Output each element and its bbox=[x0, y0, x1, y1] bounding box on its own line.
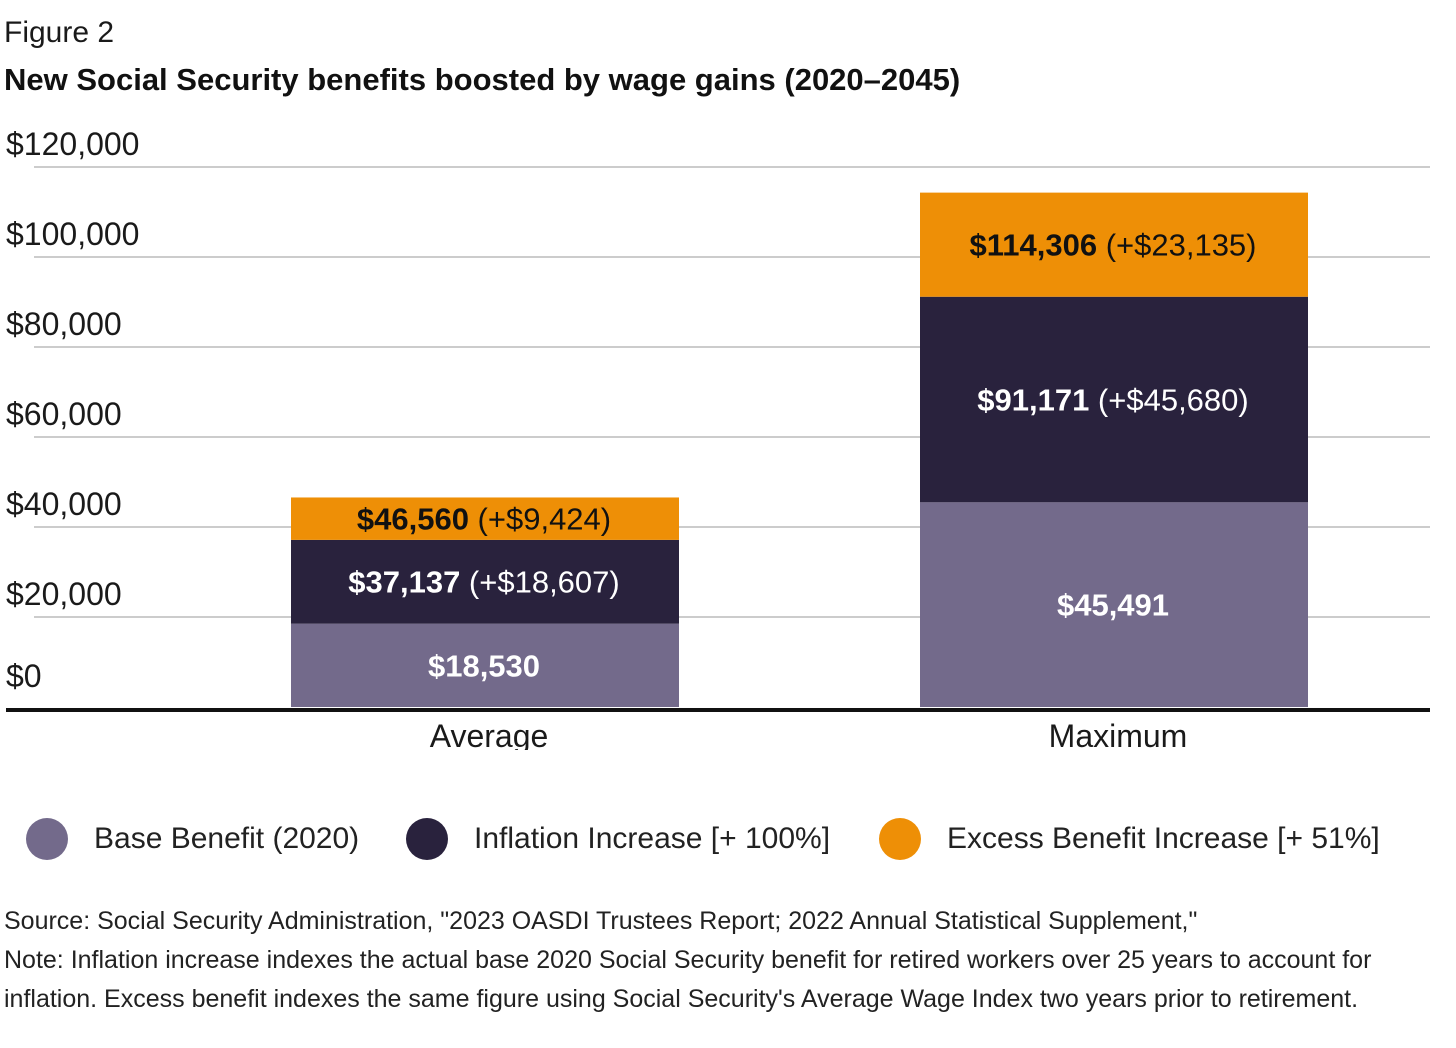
legend-label-inflation-increase: Inflation Increase [+ 100%] bbox=[474, 822, 831, 855]
bar-segment bbox=[291, 539, 679, 624]
data-label-total: $18,530 bbox=[428, 648, 540, 683]
data-labels: $18,530 $37,137 (+$18,607) $46,560 (+$9,42… bbox=[348, 228, 1256, 684]
bar-segment bbox=[291, 497, 679, 540]
stacked-bar-chart: $0 $20,000 $40,000 $60,000 $80,000 $100,000 $1… bbox=[6, 126, 1430, 750]
x-tick-label: Maximum bbox=[1049, 718, 1188, 750]
data-label-increment: (+$23,135) bbox=[1097, 228, 1256, 263]
data-label: $91,171 (+$45,680) bbox=[977, 383, 1248, 418]
data-label-increment: (+$45,680) bbox=[1089, 383, 1248, 418]
legend-swatch-base-benefit bbox=[26, 818, 68, 860]
data-label-increment: (+$9,424) bbox=[469, 502, 611, 537]
y-tick-label: $60,000 bbox=[6, 396, 122, 432]
bar-segment bbox=[920, 296, 1308, 503]
legend-label-excess-benefit-increase: Excess Benefit Increase [+ 51%] bbox=[947, 822, 1380, 855]
figure-label: Figure 2 bbox=[4, 16, 115, 49]
y-tick-label: $80,000 bbox=[6, 306, 122, 342]
legend-item-excess-benefit-increase: Excess Benefit Increase [+ 51%] bbox=[879, 818, 1380, 860]
note-text: Note: Inflation increase indexes the act… bbox=[4, 946, 1372, 1013]
legend: Base Benefit (2020) Inflation Increase [… bbox=[26, 818, 1446, 868]
data-label-total: $37,137 bbox=[348, 565, 460, 600]
legend-item-base-benefit: Base Benefit (2020) bbox=[26, 818, 359, 860]
data-label-total: $114,306 bbox=[969, 228, 1097, 263]
y-tick-label: $120,000 bbox=[6, 126, 139, 162]
y-tick-label: $0 bbox=[6, 658, 42, 694]
legend-label-base-benefit: Base Benefit (2020) bbox=[94, 822, 360, 855]
data-label-total: $46,560 bbox=[357, 502, 469, 537]
data-label: $37,137 (+$18,607) bbox=[348, 565, 619, 600]
data-label-increment: (+$18,607) bbox=[460, 565, 619, 600]
data-label: $18,530 bbox=[428, 648, 540, 683]
x-tick-label: Average bbox=[430, 718, 549, 750]
bars bbox=[291, 192, 1308, 707]
source-notes: Source: Social Security Administration, … bbox=[4, 902, 1454, 1019]
legend-item-inflation-increase: Inflation Increase [+ 100%] bbox=[406, 818, 830, 860]
y-tick-label: $40,000 bbox=[6, 486, 122, 522]
bar-segment bbox=[920, 502, 1308, 707]
y-tick-label: $20,000 bbox=[6, 576, 122, 612]
data-label-total: $45,491 bbox=[1057, 588, 1169, 623]
x-axis-tick-labels: Average Maximum bbox=[430, 718, 1188, 750]
data-label: $45,491 bbox=[1057, 588, 1169, 623]
y-axis-tick-labels: $0 $20,000 $40,000 $60,000 $80,000 $100,000 $1… bbox=[6, 126, 139, 694]
y-tick-label: $100,000 bbox=[6, 216, 139, 252]
bar-segment bbox=[291, 623, 679, 707]
legend-swatch-inflation-increase bbox=[406, 818, 448, 860]
bar-segment bbox=[920, 192, 1308, 297]
chart-title: New Social Security benefits boosted by … bbox=[4, 62, 961, 97]
data-label: $114,306 (+$23,135) bbox=[969, 228, 1256, 263]
data-label: $46,560 (+$9,424) bbox=[357, 502, 611, 537]
legend-swatch-excess-benefit-increase bbox=[879, 818, 921, 860]
data-label-total: $91,171 bbox=[977, 383, 1089, 418]
source-text: Source: Social Security Administration, … bbox=[4, 907, 1198, 935]
